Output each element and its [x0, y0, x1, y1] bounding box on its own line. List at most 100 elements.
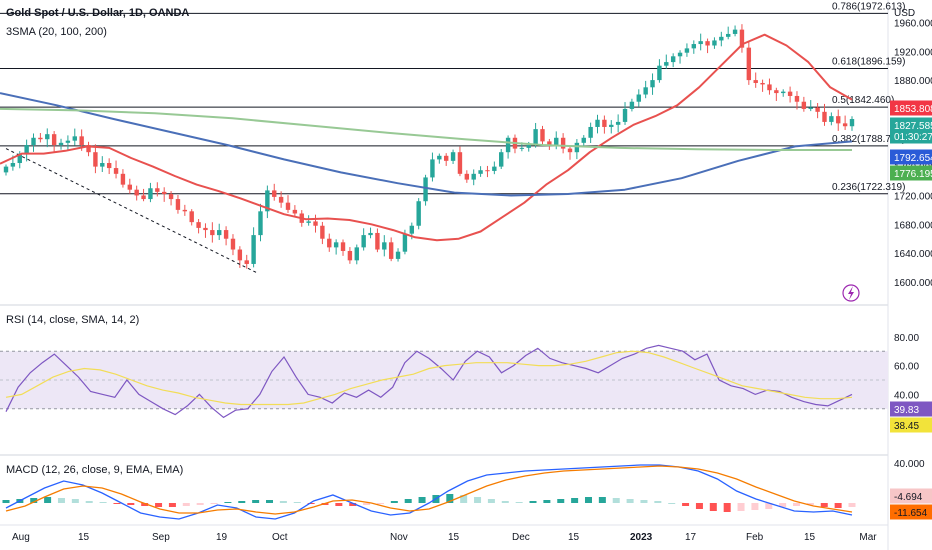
candle [615, 114, 621, 133]
candle [760, 79, 765, 92]
macd-histogram-bar [390, 501, 398, 503]
macd-line [5, 464, 853, 520]
macd-histogram-bar [682, 503, 690, 506]
candle [416, 198, 421, 230]
macd-histogram-bar [584, 497, 592, 503]
candle [691, 40, 697, 54]
candle [72, 128, 77, 146]
candle [106, 158, 112, 175]
rsi-ma-line [5, 350, 853, 406]
candle [168, 191, 174, 206]
lightning-icon[interactable] [842, 284, 860, 302]
candle [45, 128, 50, 148]
time-tick-label: 17 [685, 532, 697, 543]
macd-histogram-bar [501, 501, 509, 503]
macd-histogram-bar [571, 498, 579, 503]
candle [3, 164, 9, 176]
candle [86, 141, 91, 157]
time-tick-label: Aug [12, 532, 30, 543]
macd-histogram-bar [252, 500, 260, 503]
macd-histogram-bar [779, 503, 787, 507]
macd-signal-line [5, 465, 853, 515]
macd-histogram-bar [543, 500, 551, 503]
candle [739, 24, 745, 53]
sma-200-line [0, 107, 852, 151]
macd-histogram-bar [515, 502, 523, 503]
candle [650, 73, 655, 95]
macd-histogram-bar [57, 498, 65, 503]
macd-histogram-bar [141, 503, 149, 506]
candle [732, 25, 738, 37]
candle [478, 166, 483, 177]
time-tick-label: 2023 [630, 532, 653, 543]
time-tick-label: Sep [152, 532, 170, 543]
rsi-indicator-label[interactable]: RSI (14, close, SMA, 14, 2) [6, 314, 139, 326]
dashed-trendline[interactable] [5, 148, 259, 274]
macd-histogram-bar [460, 495, 468, 503]
candle [182, 204, 188, 216]
fib-level-label: 0.236(1722.319) [832, 182, 905, 193]
price-tag: 39.83 [890, 401, 932, 417]
candle [787, 86, 793, 103]
candle [230, 234, 236, 256]
sma-20-line [0, 33, 853, 242]
macd-histogram-bar [307, 503, 315, 504]
candle [127, 178, 133, 194]
macd-histogram-bar [654, 501, 662, 503]
macd-histogram-bar [737, 503, 745, 511]
price-tick-label: 1680.000 [894, 220, 932, 231]
countdown-timer: 01:30:27 [894, 132, 932, 143]
symbol-title: Gold Spot / U.S. Dollar, 1D, OANDA [6, 7, 189, 19]
macd-histogram-bar [820, 503, 828, 507]
macd-histogram-bar [155, 503, 163, 507]
candle [430, 152, 435, 182]
time-tick-label: Nov [390, 532, 408, 543]
macd-histogram-bar [238, 501, 246, 503]
candle [781, 89, 786, 97]
fib-level-label: 0.5(1842.460) [832, 95, 894, 106]
candle [210, 222, 215, 243]
macd-histogram-bar [2, 500, 10, 503]
fib-level-label: 0.382(1788.761) [832, 134, 905, 145]
sma-indicator-label[interactable]: 3SMA (20, 100, 200) [6, 26, 107, 38]
macd-histogram-bar [751, 503, 759, 510]
candle [753, 72, 758, 88]
candle [485, 165, 490, 178]
macd-histogram-bar [487, 499, 495, 503]
candle [670, 53, 676, 68]
candle [113, 160, 119, 179]
time-tick-label: Mar [859, 532, 877, 543]
macd-histogram-bar [723, 503, 731, 512]
candle [38, 132, 43, 143]
candle [492, 161, 497, 175]
price-tag: 38.45 [890, 417, 932, 433]
candle [829, 112, 834, 126]
macd-histogram-bar [474, 497, 482, 503]
candle [313, 214, 318, 233]
price-tag: 1792.654 [890, 149, 932, 165]
candle [100, 156, 105, 172]
macd-histogram-bar [598, 497, 606, 503]
candle [382, 235, 387, 257]
macd-histogram-bar [113, 503, 121, 504]
candle [684, 43, 690, 57]
time-tick-label: 15 [568, 532, 580, 543]
candle [595, 114, 600, 134]
macd-indicator-label[interactable]: MACD (12, 26, close, 9, EMA, EMA) [6, 464, 183, 476]
candle [801, 96, 807, 112]
time-tick-label: 15 [78, 532, 90, 543]
candle [505, 135, 511, 159]
candle [292, 205, 298, 217]
candle [196, 219, 201, 234]
time-tick-label: 19 [216, 532, 228, 543]
candle [774, 87, 779, 101]
candle [622, 102, 628, 125]
time-tick-label: Feb [746, 532, 764, 543]
macd-histogram-bar [293, 502, 301, 503]
macd-histogram-bar [557, 499, 565, 503]
candle [217, 223, 222, 240]
candle [815, 103, 820, 119]
macd-histogram-bar [363, 503, 371, 505]
candle [161, 187, 167, 202]
